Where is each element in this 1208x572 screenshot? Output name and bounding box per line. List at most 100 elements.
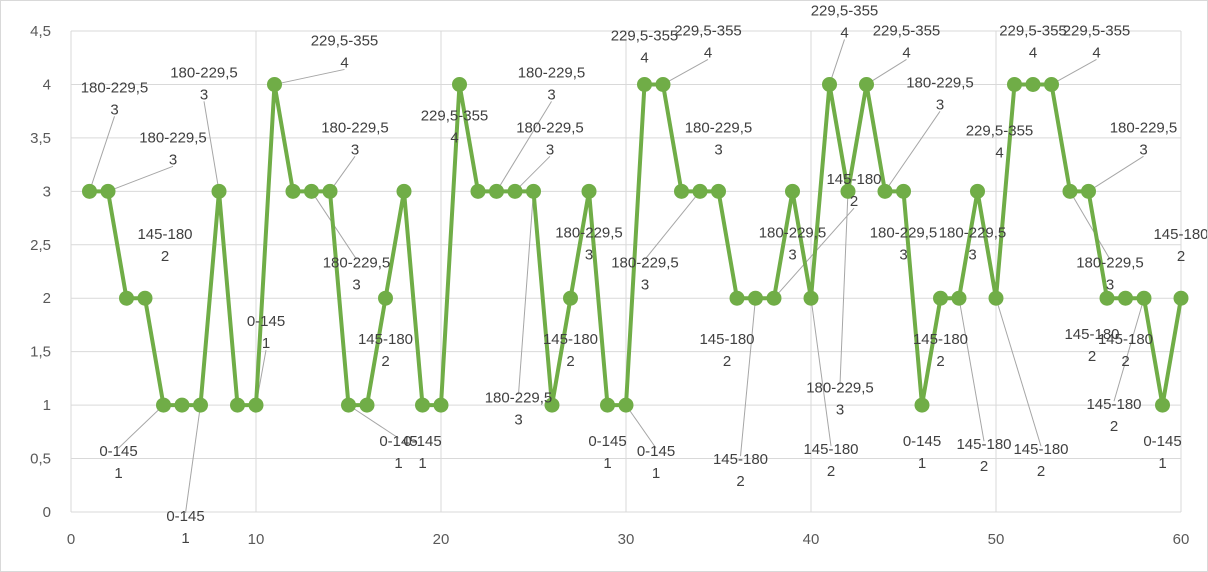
data-label: 0-145 1 xyxy=(99,443,137,482)
data-point xyxy=(1044,76,1059,92)
data-point xyxy=(267,76,282,92)
leader-line xyxy=(810,298,832,447)
data-point xyxy=(119,290,134,306)
series-line xyxy=(89,82,1183,408)
y-tick-label: 0 xyxy=(43,504,51,521)
data-label: 229,5-355 4 xyxy=(611,27,679,66)
data-label: 229,5-355 4 xyxy=(674,22,742,61)
x-tick-label: 40 xyxy=(803,531,820,548)
leader-line xyxy=(829,39,845,85)
data-point xyxy=(692,183,708,199)
data-point xyxy=(1173,290,1189,306)
leader-line xyxy=(107,165,174,192)
leader-line xyxy=(995,298,1042,447)
data-label: 145-180 2 xyxy=(1086,396,1141,435)
data-point xyxy=(803,290,819,306)
data-label: 145-180 2 xyxy=(543,331,598,370)
data-point xyxy=(544,397,560,413)
y-tick-label: 1,5 xyxy=(30,344,51,361)
data-label: 180-229,5 3 xyxy=(555,224,623,263)
data-point xyxy=(322,183,338,199)
data-point xyxy=(341,397,356,413)
data-point xyxy=(452,76,467,92)
leader-line xyxy=(740,298,756,457)
data-label: 180-229,5 3 xyxy=(939,224,1007,263)
leader-line xyxy=(514,155,551,192)
leader-line xyxy=(839,191,849,385)
data-point xyxy=(433,397,449,413)
y-tick-label: 2,5 xyxy=(30,237,51,254)
data-point xyxy=(674,183,689,199)
leader-line xyxy=(496,101,552,192)
leader-line xyxy=(203,101,220,192)
data-point xyxy=(914,397,930,413)
data-label: 0-145 1 xyxy=(1143,433,1181,472)
leader-line xyxy=(958,298,985,442)
data-label: 180-229,5 3 xyxy=(485,389,553,428)
x-tick-label: 20 xyxy=(433,531,450,548)
data-point xyxy=(82,183,97,199)
data-point xyxy=(156,397,171,413)
data-point xyxy=(748,290,763,306)
data-point xyxy=(1136,290,1152,306)
data-point xyxy=(1081,183,1096,199)
axis-tick-labels: 0 0,5 1 1,5 2 2,5 3 3,5 4 4,5 0 10 20 30 40 50 60 xyxy=(30,23,1189,548)
data-label: 229,5-355 4 xyxy=(421,107,489,146)
data-point xyxy=(507,183,523,199)
data-label: 145-180 2 xyxy=(826,171,881,210)
y-tick-label: 3 xyxy=(43,183,51,200)
data-point xyxy=(415,397,430,413)
data-label: 145-180 2 xyxy=(1153,226,1207,265)
data-label: 180-229,5 3 xyxy=(516,119,584,158)
data-label: 229,5-355 4 xyxy=(966,122,1034,161)
data-label: 145-180 2 xyxy=(956,436,1011,475)
data-label: 180-229,5 3 xyxy=(323,254,391,293)
leader-line xyxy=(89,116,115,192)
leader-line xyxy=(1088,155,1144,192)
data-point xyxy=(655,76,671,92)
data-label: 180-229,5 3 xyxy=(170,64,238,103)
data-point xyxy=(359,397,375,413)
leader-line xyxy=(625,404,657,449)
data-point xyxy=(1062,183,1078,199)
y-tick-label: 1 xyxy=(43,397,51,414)
data-label: 145-180 2 xyxy=(913,331,968,370)
leader-line xyxy=(884,111,941,192)
data-point xyxy=(877,183,893,199)
y-tick-label: 4,5 xyxy=(30,23,51,40)
leader-line xyxy=(185,405,201,514)
data-label: 180-229,5 3 xyxy=(1076,254,1144,293)
data-label: 180-229,5 3 xyxy=(139,129,207,168)
data-label: 0-145 1 xyxy=(247,313,285,352)
data-point xyxy=(896,183,911,199)
data-point xyxy=(785,183,800,199)
data-point xyxy=(822,76,837,92)
data-point xyxy=(230,397,245,413)
x-tick-label: 0 xyxy=(67,531,75,548)
data-label: 0-145 1 xyxy=(166,508,204,547)
data-point xyxy=(711,183,726,199)
data-label: 180-229,5 3 xyxy=(759,224,827,263)
series-line-path xyxy=(89,82,1183,408)
data-point xyxy=(970,183,985,199)
data-point xyxy=(193,397,208,413)
data-point xyxy=(951,290,967,306)
data-point xyxy=(470,183,486,199)
leader-line xyxy=(644,191,701,260)
leader-line xyxy=(662,59,709,85)
data-points xyxy=(82,76,1189,413)
data-label: 180-229,5 3 xyxy=(518,64,586,103)
data-label: 229,5-355 4 xyxy=(999,22,1067,61)
leader-line xyxy=(1051,59,1097,85)
x-tick-label: 60 xyxy=(1173,531,1190,548)
leader-line xyxy=(518,191,534,395)
leader-line xyxy=(118,404,164,449)
data-point xyxy=(489,183,504,199)
data-label: 180-229,5 3 xyxy=(321,119,389,158)
data-point xyxy=(137,290,153,306)
data-point xyxy=(988,290,1004,306)
y-tick-label: 3,5 xyxy=(30,130,51,147)
data-label: 145-180 2 xyxy=(358,331,413,370)
data-label: 180-229,5 3 xyxy=(611,254,679,293)
